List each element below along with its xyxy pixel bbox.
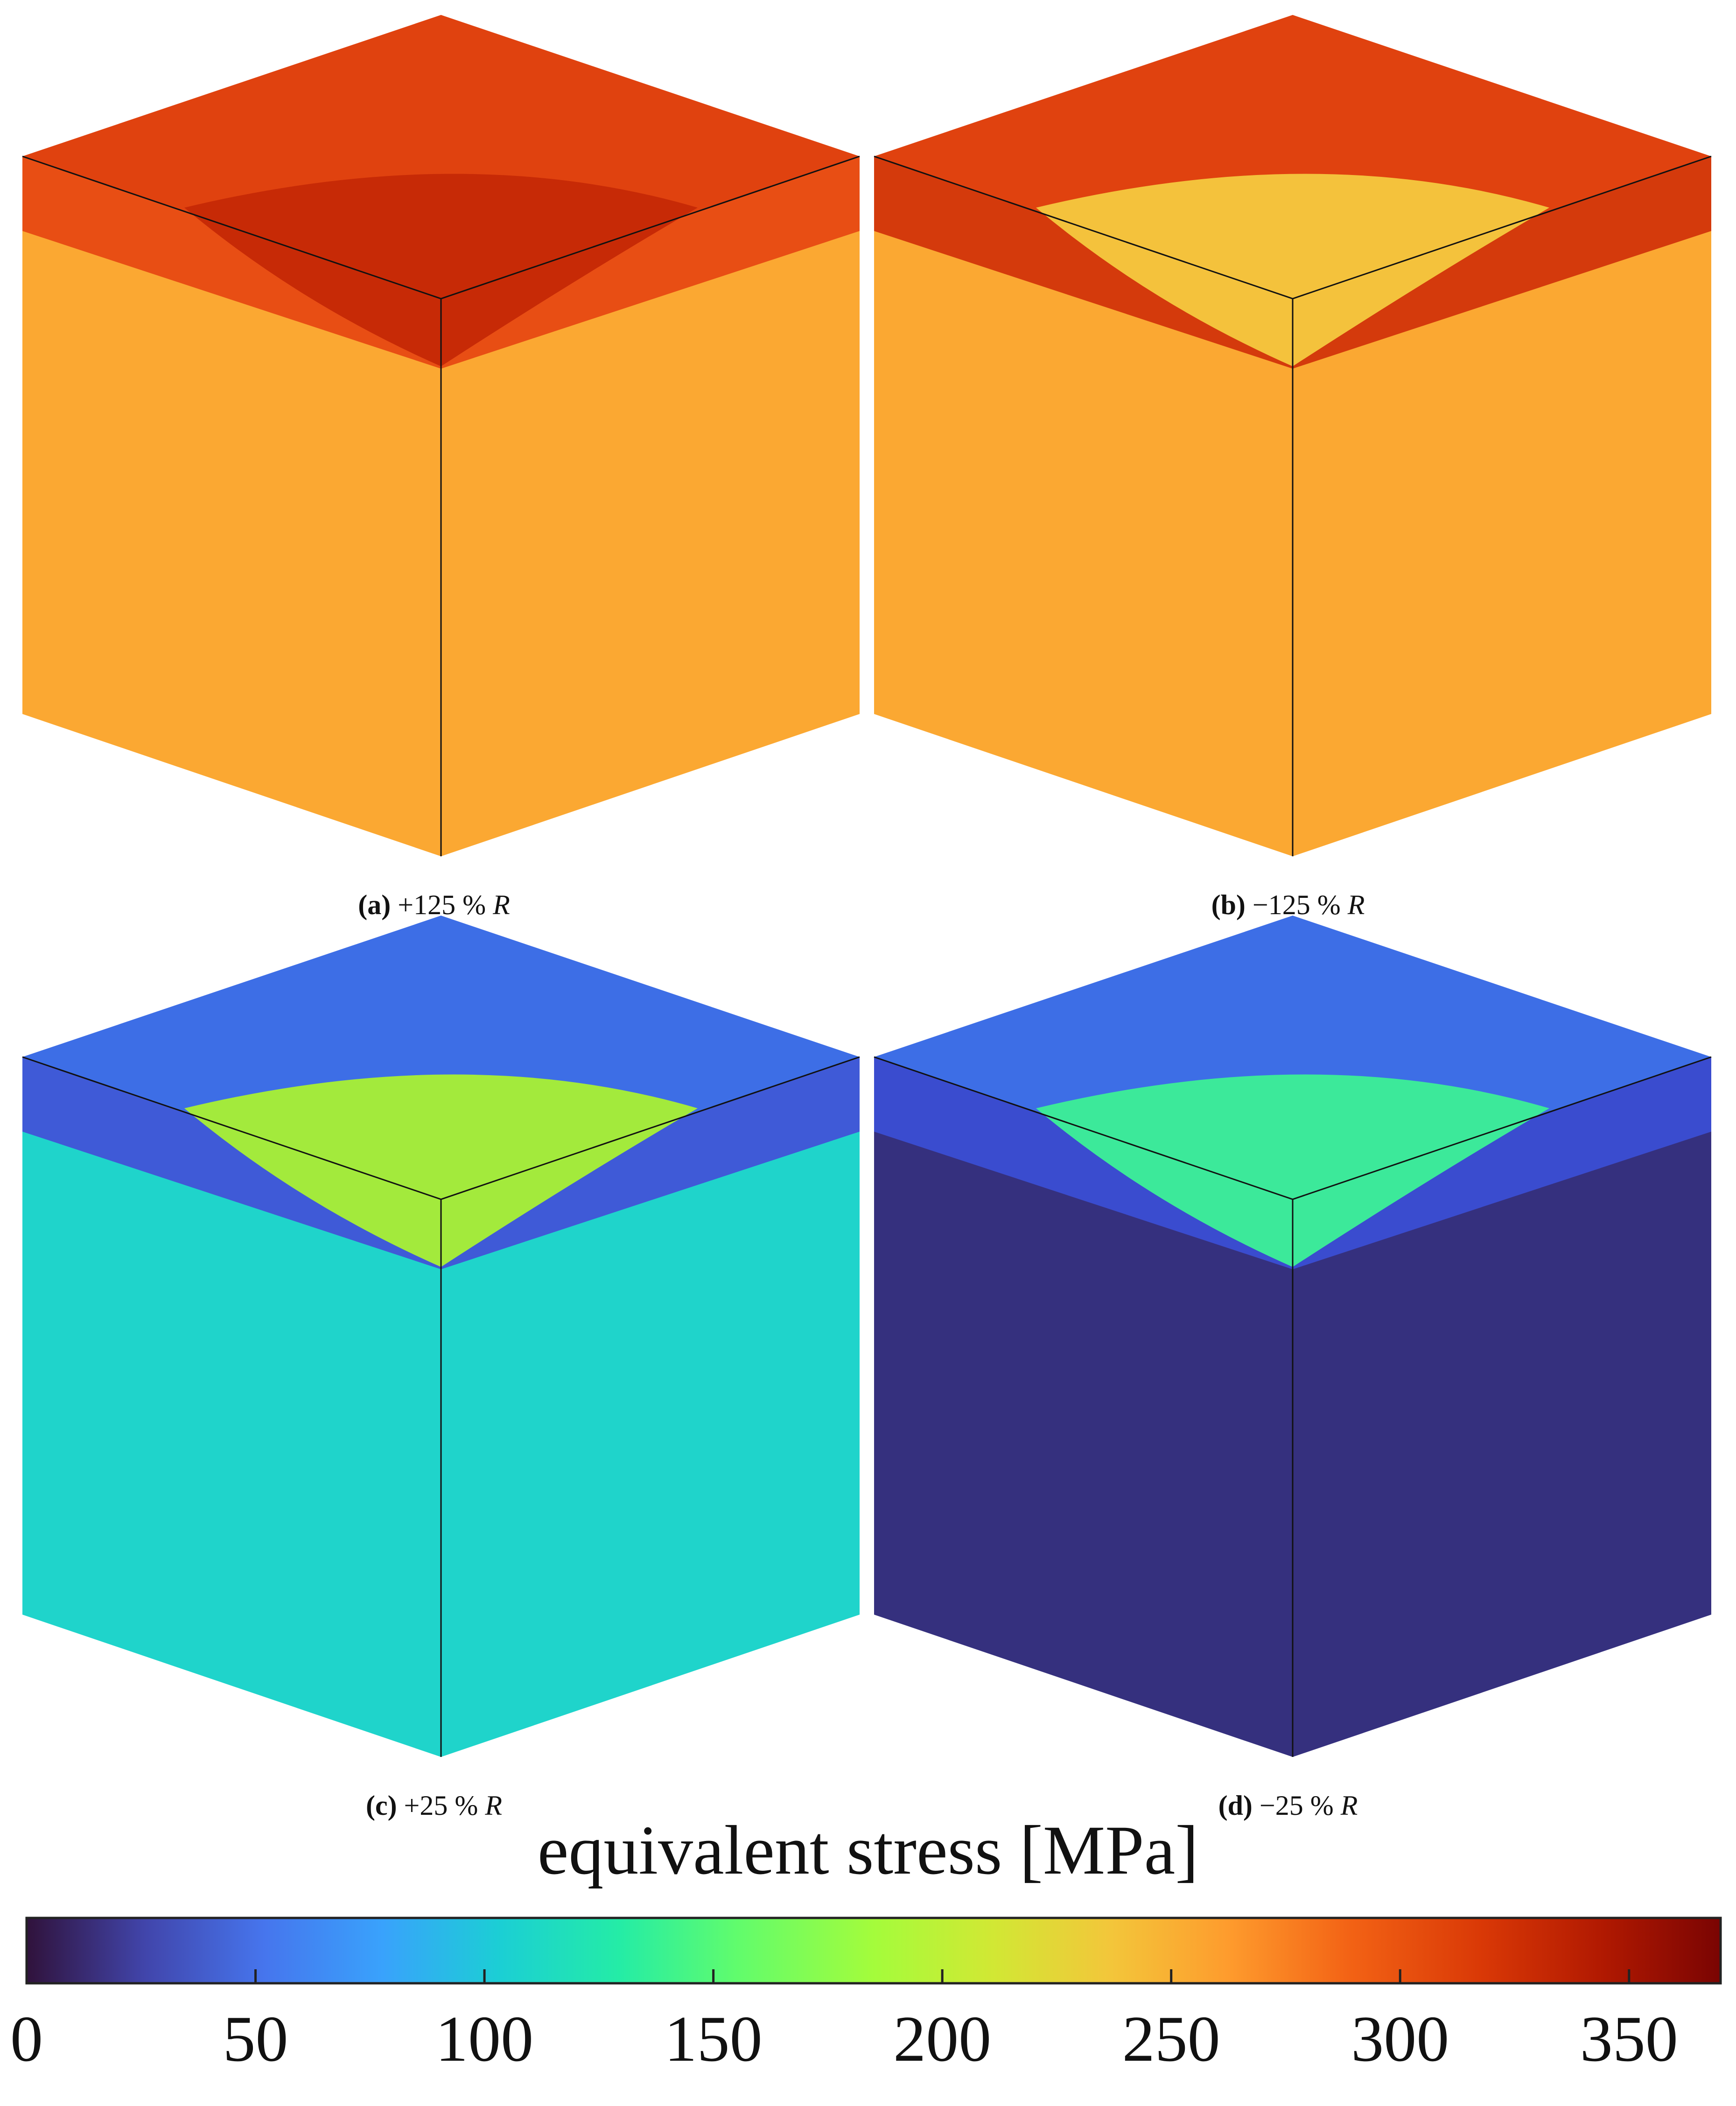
panel-b — [874, 15, 1712, 856]
left-face-band — [22, 1057, 441, 1269]
colorbar-tick-label: 150 — [664, 2003, 763, 2075]
stress-lens-region — [1036, 174, 1549, 366]
stress-lens-region — [184, 1074, 698, 1267]
right-face-band — [1293, 156, 1711, 369]
panel-a — [22, 15, 860, 856]
right-face-band — [441, 1057, 860, 1269]
colorbar-tick-label: 350 — [1580, 2003, 1678, 2075]
colorbar-tick-label: 50 — [223, 2003, 288, 2075]
left-face-band — [874, 1057, 1293, 1269]
panel-c — [22, 916, 860, 1757]
stress-lens-region — [1036, 1074, 1549, 1267]
colorbar-tick-label: 200 — [893, 2003, 992, 2075]
cube-top-face — [874, 916, 1711, 1199]
caption-b: (b) −125 % R — [1211, 889, 1365, 920]
stress-panels — [22, 15, 1712, 1757]
cube-top-face — [22, 15, 860, 299]
colorbar-tick-label: 250 — [1122, 2003, 1220, 2075]
caption-a: (a) +125 % R — [358, 889, 510, 920]
right-face-band — [441, 156, 860, 369]
caption-c: (c) +25 % R — [365, 1790, 503, 1821]
colorbar-tick-label: 100 — [435, 2003, 534, 2075]
cube-top-face — [874, 15, 1711, 299]
cube-top-face — [22, 916, 860, 1199]
right-face-band — [1293, 1057, 1711, 1269]
left-face-band — [874, 156, 1293, 369]
colorbar — [25, 1917, 1722, 1985]
colorbar-gradient — [25, 1917, 1722, 1985]
colorbar-tick-label: 300 — [1351, 2003, 1449, 2075]
colorbar-tick-label: 0 — [10, 2003, 43, 2075]
stress-lens-region — [184, 174, 698, 366]
caption-d: (d) −25 % R — [1218, 1790, 1358, 1821]
panel-d — [874, 916, 1712, 1757]
left-face-band — [22, 156, 441, 369]
colorbar-title: equivalent stress [MPa] — [537, 1812, 1199, 1889]
